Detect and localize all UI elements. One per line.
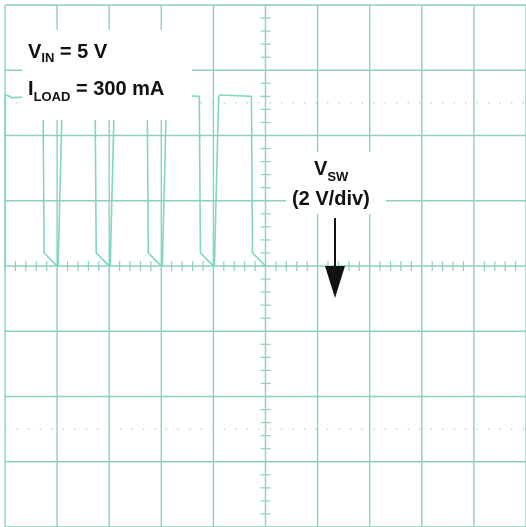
- channel-backdrop: [286, 152, 386, 214]
- channel-annotation: VSW (2 V/div): [286, 152, 386, 298]
- operating-conditions: VIN = 5 V ILOAD = 300 mA: [22, 30, 192, 120]
- channel-scale: (2 V/div): [292, 188, 370, 210]
- arrow-head: [325, 266, 345, 298]
- conditions-backdrop: [22, 30, 192, 120]
- channel-name: VSW: [314, 158, 349, 184]
- iload-label: ILOAD = 300 mA: [28, 78, 164, 104]
- vin-label: VIN = 5 V: [28, 41, 108, 65]
